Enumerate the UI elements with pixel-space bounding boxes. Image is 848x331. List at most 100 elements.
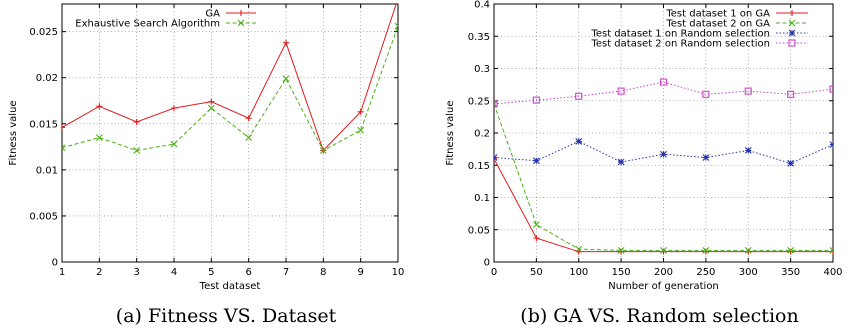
series-1-point xyxy=(618,248,625,255)
legend-marker xyxy=(788,39,796,47)
x-tick-label: 100 xyxy=(569,267,588,278)
series-line-1 xyxy=(62,4,397,152)
y-tick-label: 0.35 xyxy=(468,32,490,43)
y-tick-label: 0.4 xyxy=(474,0,490,11)
series-line-4 xyxy=(494,81,833,105)
series-1-point xyxy=(395,0,401,1)
legend-marker xyxy=(238,10,244,16)
series-2-point xyxy=(95,134,103,141)
y-tick-label: 0.005 xyxy=(29,211,58,222)
plot-frame xyxy=(493,3,834,263)
series-4-point xyxy=(787,90,795,98)
series-4-point xyxy=(829,85,833,93)
x-tick-label: 8 xyxy=(320,267,326,278)
series-2-point xyxy=(494,100,498,108)
x-tick-label: 7 xyxy=(283,267,289,278)
series-2-point xyxy=(394,22,398,30)
series-1-point xyxy=(133,118,140,125)
series-1-point xyxy=(208,98,215,105)
x-tick-label: 0 xyxy=(491,267,497,278)
x-tick-label: 250 xyxy=(696,267,715,278)
y-tick-label: 0.01 xyxy=(36,165,58,176)
legend-marker xyxy=(789,10,795,16)
series-1-point xyxy=(660,248,667,255)
series-1-point xyxy=(357,108,364,115)
y-tick-label: 0.1 xyxy=(474,193,490,204)
series-4-point xyxy=(617,87,625,95)
series-1-point xyxy=(830,248,833,255)
series-1-point xyxy=(62,124,65,131)
series-2-point xyxy=(319,147,327,154)
series-3-point xyxy=(744,147,752,154)
series-2-point xyxy=(787,247,795,254)
series-line-2 xyxy=(62,25,398,152)
series-4-point xyxy=(659,78,668,86)
x-tick-label: 1 xyxy=(59,267,65,278)
series-2-point xyxy=(245,134,253,141)
legend-label: Test dataset 1 on Random selection xyxy=(590,29,770,40)
legend-marker xyxy=(237,19,245,27)
series-1-point xyxy=(171,105,177,112)
y-tick-label: 0.25 xyxy=(468,96,490,107)
x-tick-label: 6 xyxy=(245,267,251,278)
series-4-point xyxy=(702,90,710,98)
x-tick-label: 50 xyxy=(530,267,543,278)
x-tick-label: 10 xyxy=(392,267,405,278)
series-3-point xyxy=(702,154,710,161)
legend-marker xyxy=(788,19,796,27)
x-axis-label: Number of generation xyxy=(608,281,719,292)
series-2-point xyxy=(617,247,625,254)
series-2-point xyxy=(207,104,215,112)
x-tick-label: 150 xyxy=(612,267,631,278)
x-axis-label: Test dataset xyxy=(199,281,261,292)
legend-label: Test dataset 1 on GA xyxy=(665,9,770,20)
legend-label: Test dataset 2 on GA xyxy=(665,19,770,30)
plot-frame xyxy=(61,3,399,263)
plot-area xyxy=(494,78,833,255)
chart-ga-vs-random-selection: 0 50 100 150 200 250 300 350 400 0 0.05 0.1 0.15 0.2 0… xyxy=(445,0,843,327)
series-2-point xyxy=(170,140,178,148)
series-3-point xyxy=(660,150,667,158)
y-tick-label: 0 xyxy=(52,258,58,269)
series-1-point xyxy=(245,115,252,122)
y-tick-label: 0.025 xyxy=(29,27,58,38)
x-tick-label: 4 xyxy=(171,267,177,278)
plot-area xyxy=(62,0,401,154)
y-tick-label: 0.2 xyxy=(474,129,490,140)
x-tick-label: 350 xyxy=(781,267,800,278)
series-3-point xyxy=(575,137,583,145)
x-tick-label: 5 xyxy=(208,267,214,278)
series-1-point xyxy=(283,39,289,46)
series-2-point xyxy=(282,75,290,83)
y-tick-label: 0.015 xyxy=(29,119,58,130)
series-3-point xyxy=(829,141,833,148)
legend-marker xyxy=(788,29,796,37)
series-1-point xyxy=(787,248,794,255)
series-4-point xyxy=(744,87,752,95)
y-tick-label: 0.05 xyxy=(468,225,490,236)
series-4-point xyxy=(575,92,583,100)
legend-label: Test dataset 2 on Random selection xyxy=(590,39,770,50)
series-4-point xyxy=(532,96,540,104)
series-2-point xyxy=(357,126,365,134)
x-tick-label: 400 xyxy=(823,267,842,278)
legend-label: Exhaustive Search Algorithm xyxy=(75,19,220,30)
series-3-point xyxy=(494,154,498,161)
caption: (b) GA VS. Random selection xyxy=(520,305,798,327)
series-2-point xyxy=(62,144,66,152)
series-3-point xyxy=(617,158,625,166)
chart-fitness-vs-dataset: 1 2 3 4 5 6 7 8 9 10 0 0.005 0.01 0.015 0.02 0.025 GAExh… xyxy=(8,0,405,327)
series-1-point xyxy=(96,103,103,110)
x-tick-label: 3 xyxy=(133,267,139,278)
series-3-point xyxy=(787,159,795,167)
y-axis-label: Fitness value xyxy=(445,100,456,165)
series-1-point xyxy=(533,235,540,242)
series-2-point xyxy=(660,247,667,254)
series-2-point xyxy=(829,247,833,254)
series-2-point xyxy=(133,147,141,154)
y-tick-label: 0.02 xyxy=(36,73,58,84)
x-tick-label: 9 xyxy=(357,267,363,278)
